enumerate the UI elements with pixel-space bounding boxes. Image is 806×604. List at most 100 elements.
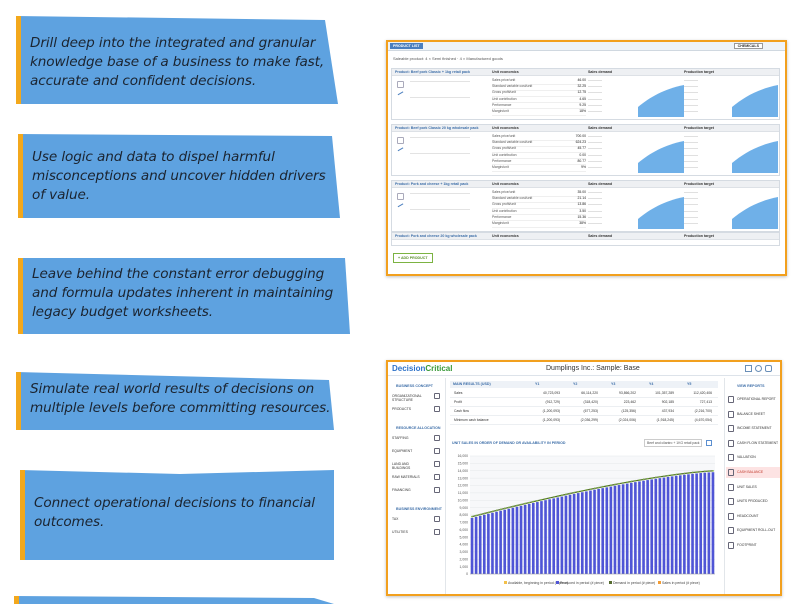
results-col-header: Y3 (611, 382, 616, 386)
nav-item-icon (434, 448, 440, 454)
product-name[interactable]: Product: Pork and cheese + 1kg retail pa… (395, 182, 469, 186)
demand-point (544, 497, 547, 500)
y-tick-label: 0 (466, 572, 468, 576)
y-tick-label: 16,000 (458, 454, 468, 458)
column-header: Unit economics (492, 126, 519, 130)
demand-point (516, 504, 518, 507)
nav-item-icon (434, 474, 440, 480)
period-row (684, 80, 698, 81)
nav-item[interactable]: ORGANIZATIONAL STRUCTURE (392, 394, 422, 402)
period-row (588, 92, 602, 94)
nav-item[interactable]: LAND AND BUILDINGS (392, 462, 411, 470)
left-nav: BUSINESS CONCEPT ORGANIZATIONAL STRUCTURE… (388, 378, 446, 594)
refresh-icon[interactable] (755, 365, 762, 372)
banner-text: Leave behind the constant error debuggin… (32, 266, 334, 320)
report-item[interactable]: HEADCOUNT (726, 511, 780, 522)
row-line (492, 114, 586, 116)
y-tick-label: 1,000 (460, 565, 469, 569)
bar (495, 511, 498, 574)
report-item[interactable]: FOOTPRINT (726, 540, 780, 551)
bar (613, 485, 617, 574)
report-label: UNITS PRODUCED (737, 499, 768, 504)
product-name[interactable]: Product: Pork and cheese 20 kg wholesale… (395, 234, 477, 238)
results-cell: (125,356) (621, 409, 636, 413)
bar (515, 506, 519, 574)
results-cell: (2,216,700) (694, 409, 712, 413)
nav-item-icon (434, 435, 440, 441)
demand-point (609, 484, 612, 487)
report-item[interactable]: INCOME STATEMENT (726, 423, 780, 434)
column-header: Sales demand (588, 234, 613, 238)
sub-row-line (410, 193, 470, 194)
unit-sales-chart: 16,000 15,000 14,000 13,000 12,000 11,000 10,0… (458, 454, 715, 585)
report-item[interactable]: CASH FLOW STATEMENT (726, 438, 780, 449)
report-item[interactable]: EQUIPMENT ROLL-OUT (726, 525, 780, 536)
report-icon (728, 498, 734, 506)
demand-point (471, 515, 473, 518)
period-row (588, 192, 602, 193)
bar (703, 472, 707, 574)
product-name[interactable]: Product: Beef pork Classic 20 kg wholesa… (395, 126, 479, 130)
period-row (588, 210, 602, 212)
y-tick-label: 7,000 (460, 521, 469, 525)
bar (609, 486, 613, 574)
demand-point (614, 483, 616, 486)
report-item[interactable]: VALUATION (726, 452, 780, 463)
column-header: Production target (684, 182, 714, 186)
product-name[interactable]: Product: Beef pork Classic + 1kg retail … (395, 70, 470, 74)
report-item[interactable]: CASH BALANCE (726, 467, 780, 478)
nav-item[interactable]: FINANCING (392, 488, 411, 492)
settings-icon[interactable] (765, 365, 772, 372)
bar (691, 473, 694, 574)
column-header: Production target (684, 234, 714, 238)
add-product-button[interactable]: + ADD PRODUCT (393, 253, 433, 263)
report-label: VALUATION (737, 455, 756, 460)
product-block: Product: Beef pork Classic 20 kg wholesa… (391, 124, 780, 176)
bar (564, 495, 568, 574)
product-block-header: Product: Pork and cheese 20 kg wholesale… (392, 233, 779, 240)
bar (585, 491, 588, 574)
chemicals-button[interactable]: CHEMICALS (733, 43, 763, 49)
nav-item-icon (434, 461, 440, 467)
bar (621, 484, 625, 574)
y-tick-label: 4,000 (460, 543, 469, 547)
share-icon[interactable] (745, 365, 752, 372)
y-tick-label: 15,000 (458, 462, 468, 466)
nav-item[interactable]: TAX (392, 517, 399, 521)
nav-item[interactable]: UTILITIES (392, 530, 408, 534)
report-icon (728, 396, 734, 403)
report-label: CASH FLOW STATEMENT (737, 440, 779, 445)
results-row-line (450, 424, 718, 425)
bar (503, 509, 507, 574)
bar (597, 488, 600, 574)
nav-item[interactable]: PRODUCTS (392, 407, 412, 411)
nav-item[interactable]: EQUIPMENT (392, 449, 413, 453)
period-row (588, 216, 602, 218)
bar (654, 478, 658, 574)
demand-point (581, 490, 584, 492)
bar (560, 496, 564, 574)
report-item[interactable]: UNIT SALES (726, 482, 780, 493)
report-item[interactable]: UNITS PRODUCED (726, 496, 780, 507)
metric-label: Gross profit/unit (492, 90, 516, 95)
bar (511, 507, 515, 574)
nav-item-icon (434, 406, 440, 412)
demand-point (654, 476, 657, 479)
banner-shape (16, 372, 334, 430)
chart-selector[interactable]: Beef and cilantro + 1KG retail pack (644, 439, 702, 447)
y-tick-label: 3,000 (460, 550, 469, 554)
link-icon[interactable] (396, 89, 404, 96)
demand-point (573, 491, 576, 494)
report-item[interactable]: BALANCE SHEET (726, 409, 780, 420)
sub-row-line (410, 209, 470, 210)
expand-icon[interactable] (706, 440, 712, 446)
link-icon[interactable] (396, 201, 404, 208)
results-col-header: Y2 (573, 382, 578, 386)
link-icon[interactable] (396, 145, 404, 152)
demand-point (642, 478, 645, 481)
nav-item[interactable]: STAFFING (392, 436, 409, 440)
product-list-tab[interactable]: PRODUCT LIST (390, 43, 423, 49)
demand-point (622, 482, 625, 484)
report-item[interactable]: OPERATIONAL REPORT (726, 394, 780, 405)
nav-item[interactable]: RAW MATERIALS (392, 475, 420, 479)
